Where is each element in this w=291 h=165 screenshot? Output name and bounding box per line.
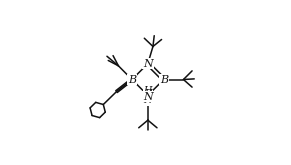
Text: B: B	[160, 75, 168, 84]
Text: N: N	[143, 59, 153, 69]
Text: H
N: H N	[144, 86, 152, 105]
Text: N: N	[143, 92, 153, 102]
Text: H: H	[144, 89, 152, 98]
Text: B: B	[128, 75, 136, 84]
